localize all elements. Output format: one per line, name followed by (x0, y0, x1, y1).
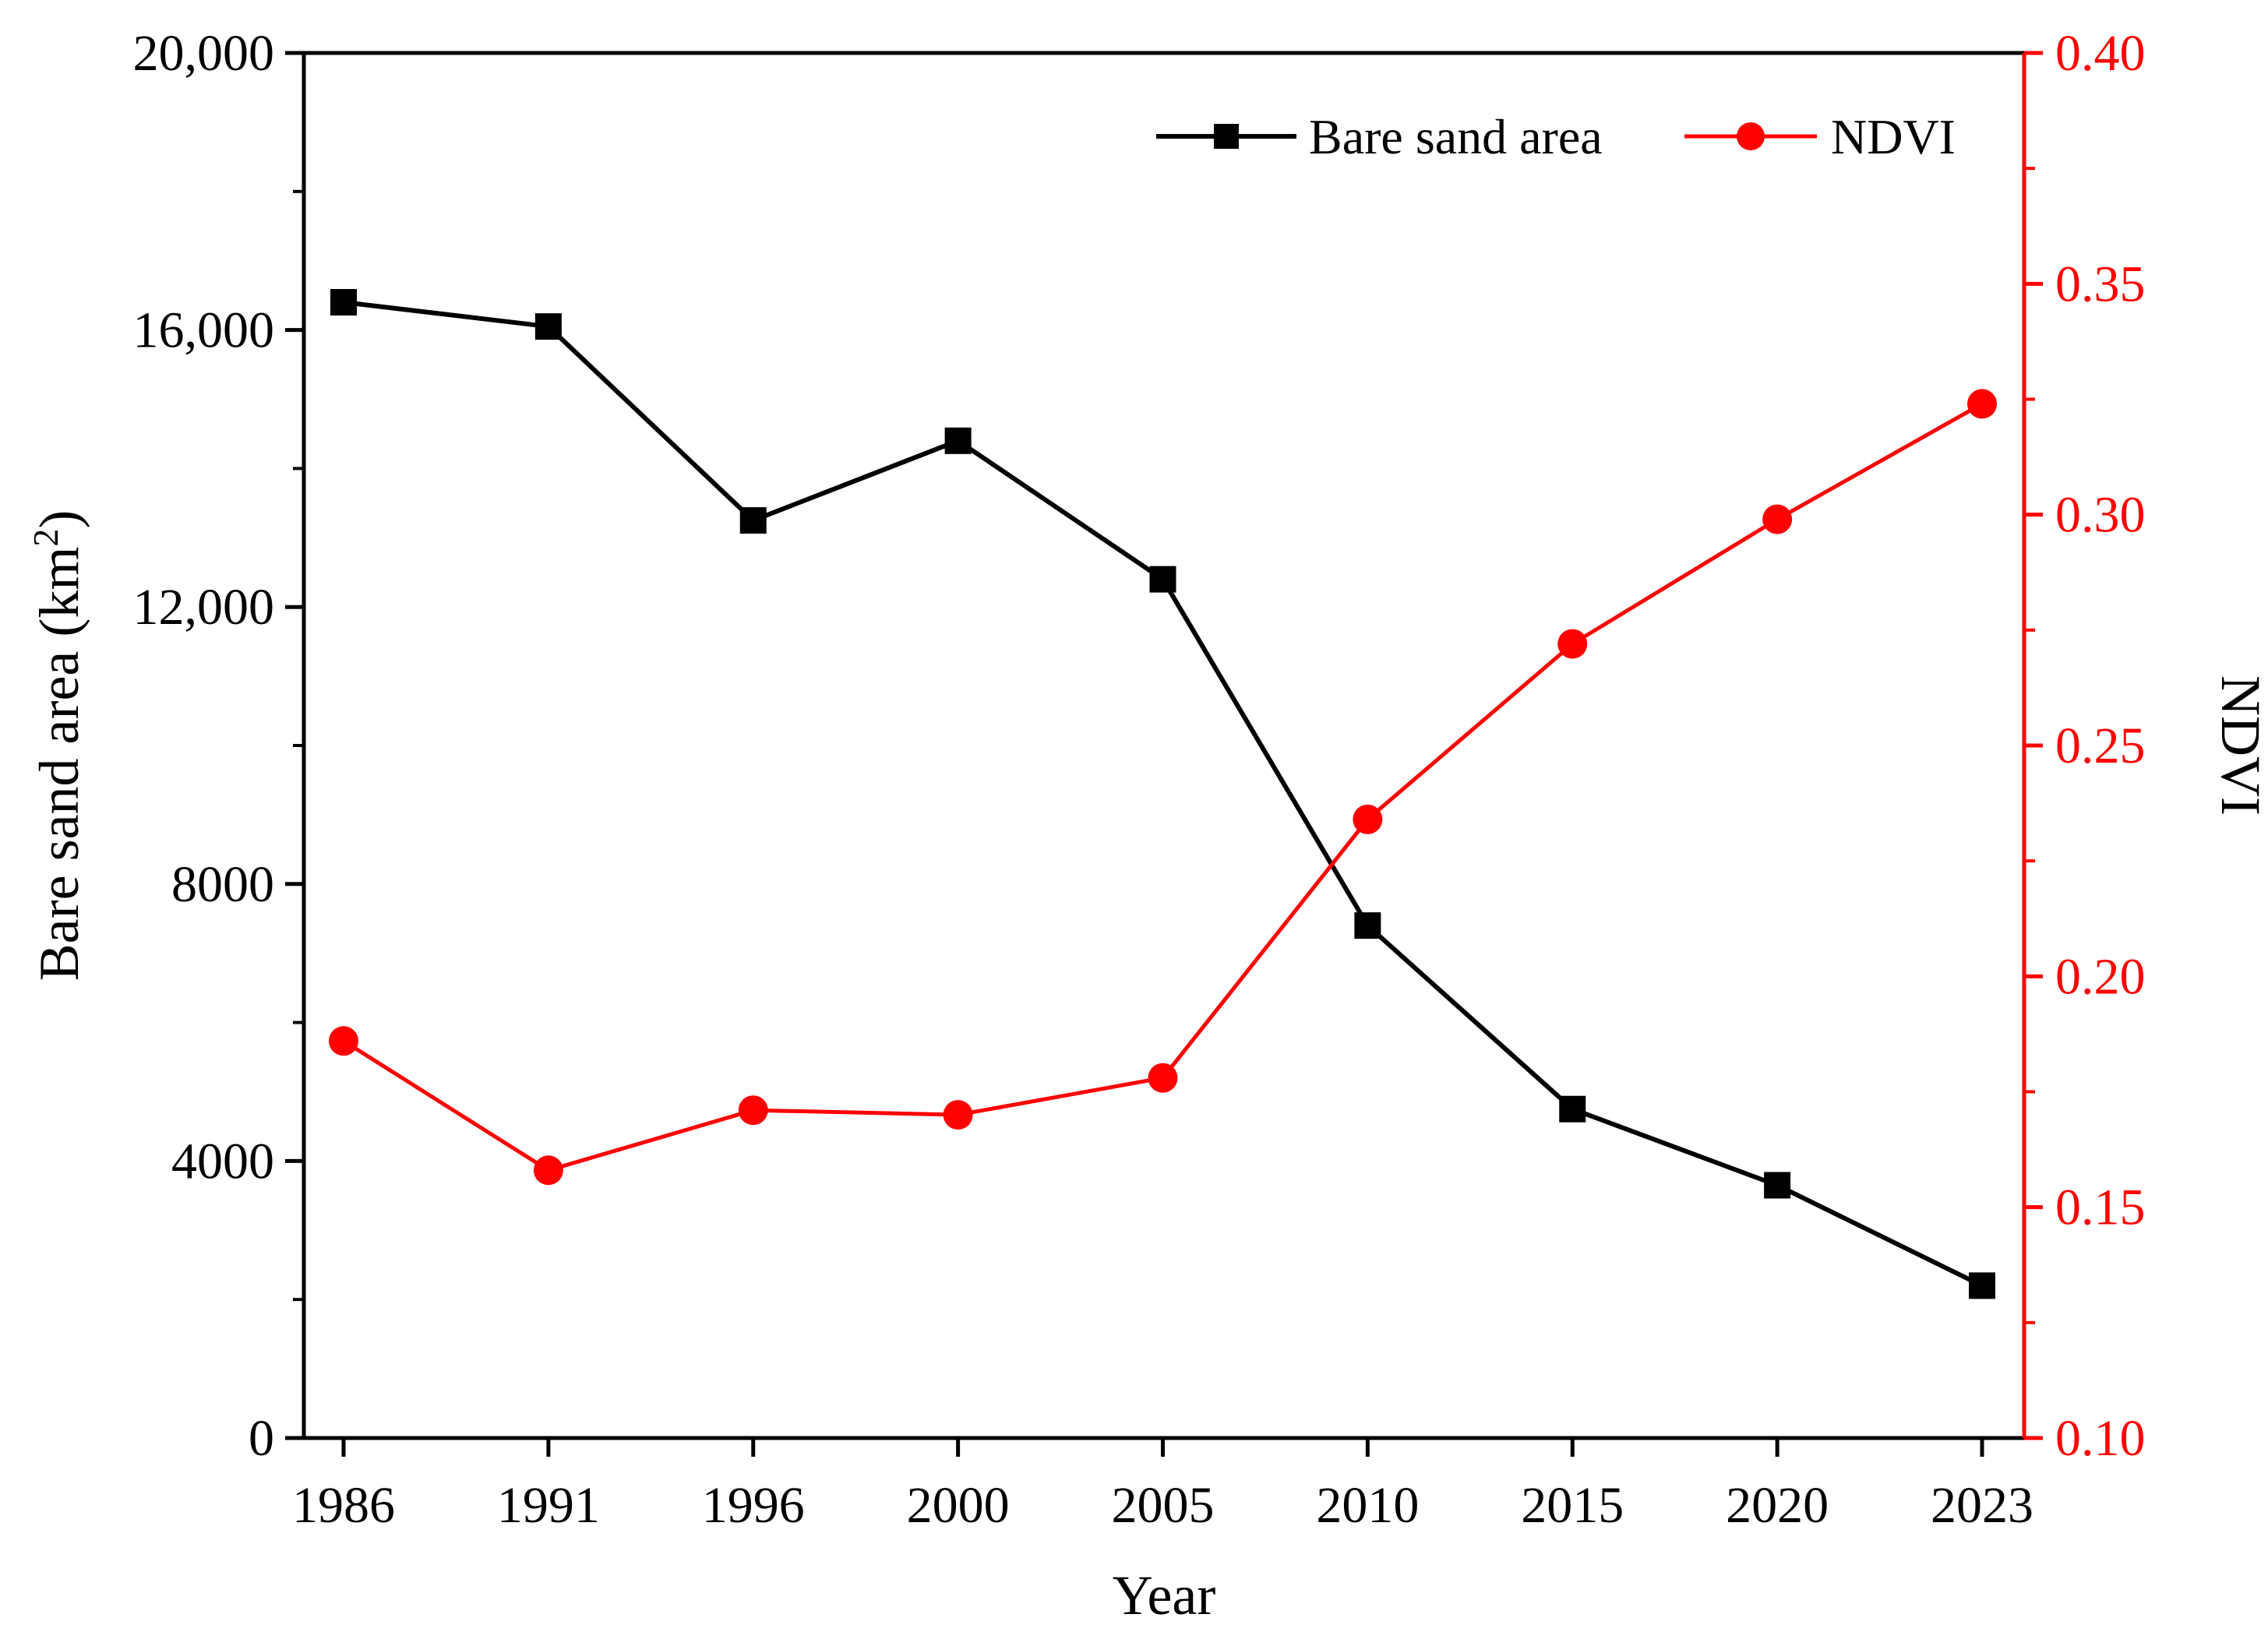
x-axis-title: Year (1113, 1564, 1216, 1627)
right-y-axis-ticks: 0.10 0.15 0.20 0.25 0.30 0.35 0.40 (2024, 25, 2146, 1467)
data-point-bare-sand-area-1991 (534, 313, 562, 340)
x-tick-label-2005: 2005 (1112, 1477, 1215, 1534)
x-axis-ticks: 1986 1991 1996 2000 2005 2010 2015 2020 2023 (292, 1438, 2033, 1534)
data-point-bare-sand-area-2015 (1559, 1095, 1586, 1123)
left-y-tick-label-2: 8000 (171, 856, 274, 913)
plot-area (302, 51, 2026, 1440)
right-y-axis-title: NDVI (2210, 675, 2268, 816)
data-point-bare-sand-area-2000 (944, 427, 972, 454)
left-y-tick-label-3: 12,000 (133, 579, 275, 636)
legend: Bare sand area NDVI (1156, 109, 1956, 164)
data-point-ndvi-2023 (1967, 389, 1997, 419)
right-y-tick-label-1: 0.15 (2055, 1179, 2146, 1236)
left-y-tick-label-0: 0 (249, 1410, 274, 1467)
left-y-tick-label-5: 20,000 (133, 25, 275, 82)
legend-label-ndvi: NDVI (1831, 109, 1956, 164)
legend-marker-circle (1737, 122, 1765, 150)
legend-marker-square (1214, 124, 1239, 149)
left-y-axis-title-superscript: 2 (26, 529, 65, 547)
data-point-bare-sand-area-2010 (1354, 912, 1381, 939)
data-point-ndvi-2015 (1557, 629, 1588, 659)
left-y-axis-title: Bare sand area (km2) (26, 510, 90, 982)
left-y-axis-title-main: Bare sand area (km (28, 547, 90, 982)
data-point-ndvi-2005 (1148, 1063, 1178, 1093)
x-tick-label-2020: 2020 (1726, 1477, 1829, 1534)
x-tick-label-2023: 2023 (1931, 1477, 2033, 1534)
left-y-axis-ticks: 0 4000 8000 12,000 16,000 20,000 (133, 25, 304, 1467)
left-y-tick-label-4: 16,000 (133, 302, 275, 359)
right-y-tick-label-5: 0.35 (2055, 256, 2146, 312)
data-point-ndvi-1996 (738, 1095, 768, 1126)
series-line-ndvi (342, 402, 1984, 1172)
data-point-ndvi-2000 (943, 1100, 973, 1130)
data-point-bare-sand-area-2020 (1764, 1172, 1791, 1199)
right-y-tick-label-6: 0.40 (2055, 25, 2146, 82)
data-point-ndvi-2020 (1762, 504, 1793, 534)
right-y-tick-label-4: 0.30 (2055, 487, 2146, 544)
data-point-bare-sand-area-1996 (739, 507, 767, 534)
right-y-tick-label-2: 0.20 (2055, 948, 2146, 1005)
x-tick-label-1991: 1991 (497, 1477, 600, 1534)
x-tick-label-2010: 2010 (1316, 1477, 1419, 1534)
x-tick-label-2000: 2000 (907, 1477, 1010, 1534)
data-point-bare-sand-area-1986 (330, 289, 357, 316)
data-point-bare-sand-area-2023 (1969, 1272, 1995, 1299)
data-point-ndvi-1991 (533, 1155, 563, 1186)
series-layer (329, 289, 1997, 1299)
x-tick-label-1986: 1986 (292, 1477, 395, 1534)
x-tick-label-1996: 1996 (702, 1477, 805, 1534)
data-point-ndvi-1986 (329, 1026, 358, 1056)
left-y-axis-title-end: ) (28, 510, 90, 529)
x-tick-label-2015: 2015 (1521, 1477, 1624, 1534)
data-point-ndvi-2010 (1353, 804, 1383, 834)
series-line-bare-sand-area (343, 300, 1984, 1288)
data-point-bare-sand-area-2005 (1149, 566, 1176, 593)
right-y-tick-label-3: 0.25 (2055, 717, 2146, 774)
right-y-tick-label-0: 0.10 (2055, 1410, 2146, 1467)
legend-label-bare-sand: Bare sand area (1309, 109, 1603, 164)
left-y-tick-label-1: 4000 (171, 1133, 274, 1190)
